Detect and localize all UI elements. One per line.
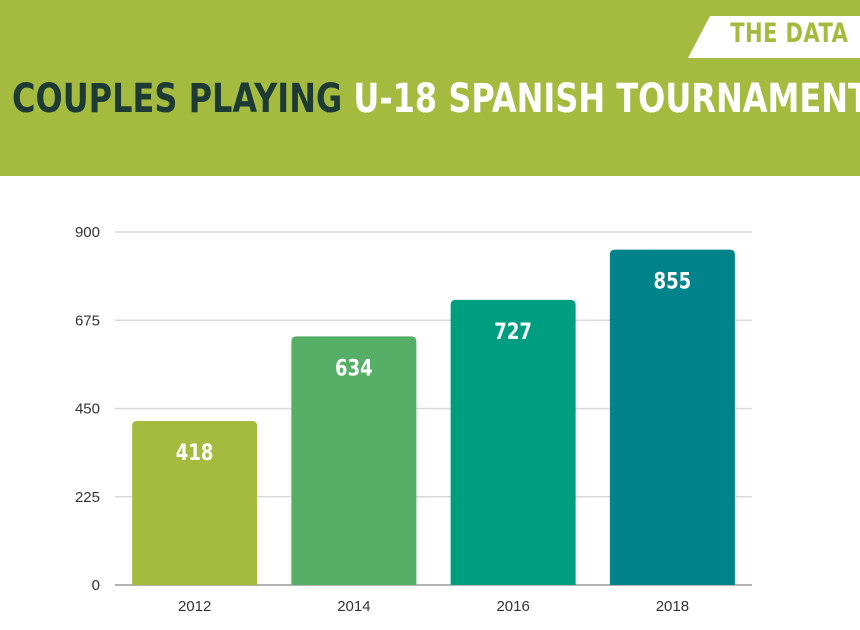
x-tick-label: 2014 [337, 598, 370, 615]
the-data-tag: THE DATA [688, 16, 860, 58]
x-tick-label: 2018 [656, 598, 689, 615]
the-data-tag-label: THE DATA [729, 18, 848, 49]
x-tick-label: 2012 [178, 598, 211, 615]
bar [132, 421, 258, 585]
y-tick-label: 225 [75, 489, 100, 506]
bar-value-label: 855 [654, 268, 692, 294]
bar-value-label: 634 [335, 355, 373, 381]
y-tick-label: 900 [75, 224, 100, 241]
bar-value-label: 727 [494, 318, 532, 344]
bar-value-label: 418 [176, 439, 214, 465]
bar [450, 299, 576, 585]
bar [609, 249, 735, 585]
bar [291, 336, 417, 585]
y-tick-label: 0 [92, 577, 100, 594]
y-tick-label: 675 [75, 312, 100, 329]
x-tick-label: 2016 [496, 598, 529, 615]
title-dark-part: COUPLES PLAYING [12, 76, 343, 122]
title-light-part: U-18 SPANISH TOURNAMENTS [353, 76, 860, 122]
y-tick-label: 450 [75, 401, 100, 418]
bar-chart: 0 225 450 675 900 418 2012 634 2014 727 2016 855 201… [75, 224, 752, 615]
page-title: COUPLES PLAYING U-18 SPANISH TOURNAMENTS [12, 72, 860, 126]
header-banner: THE DATA COUPLES PLAYING U-18 SPANISH TO… [0, 0, 860, 176]
